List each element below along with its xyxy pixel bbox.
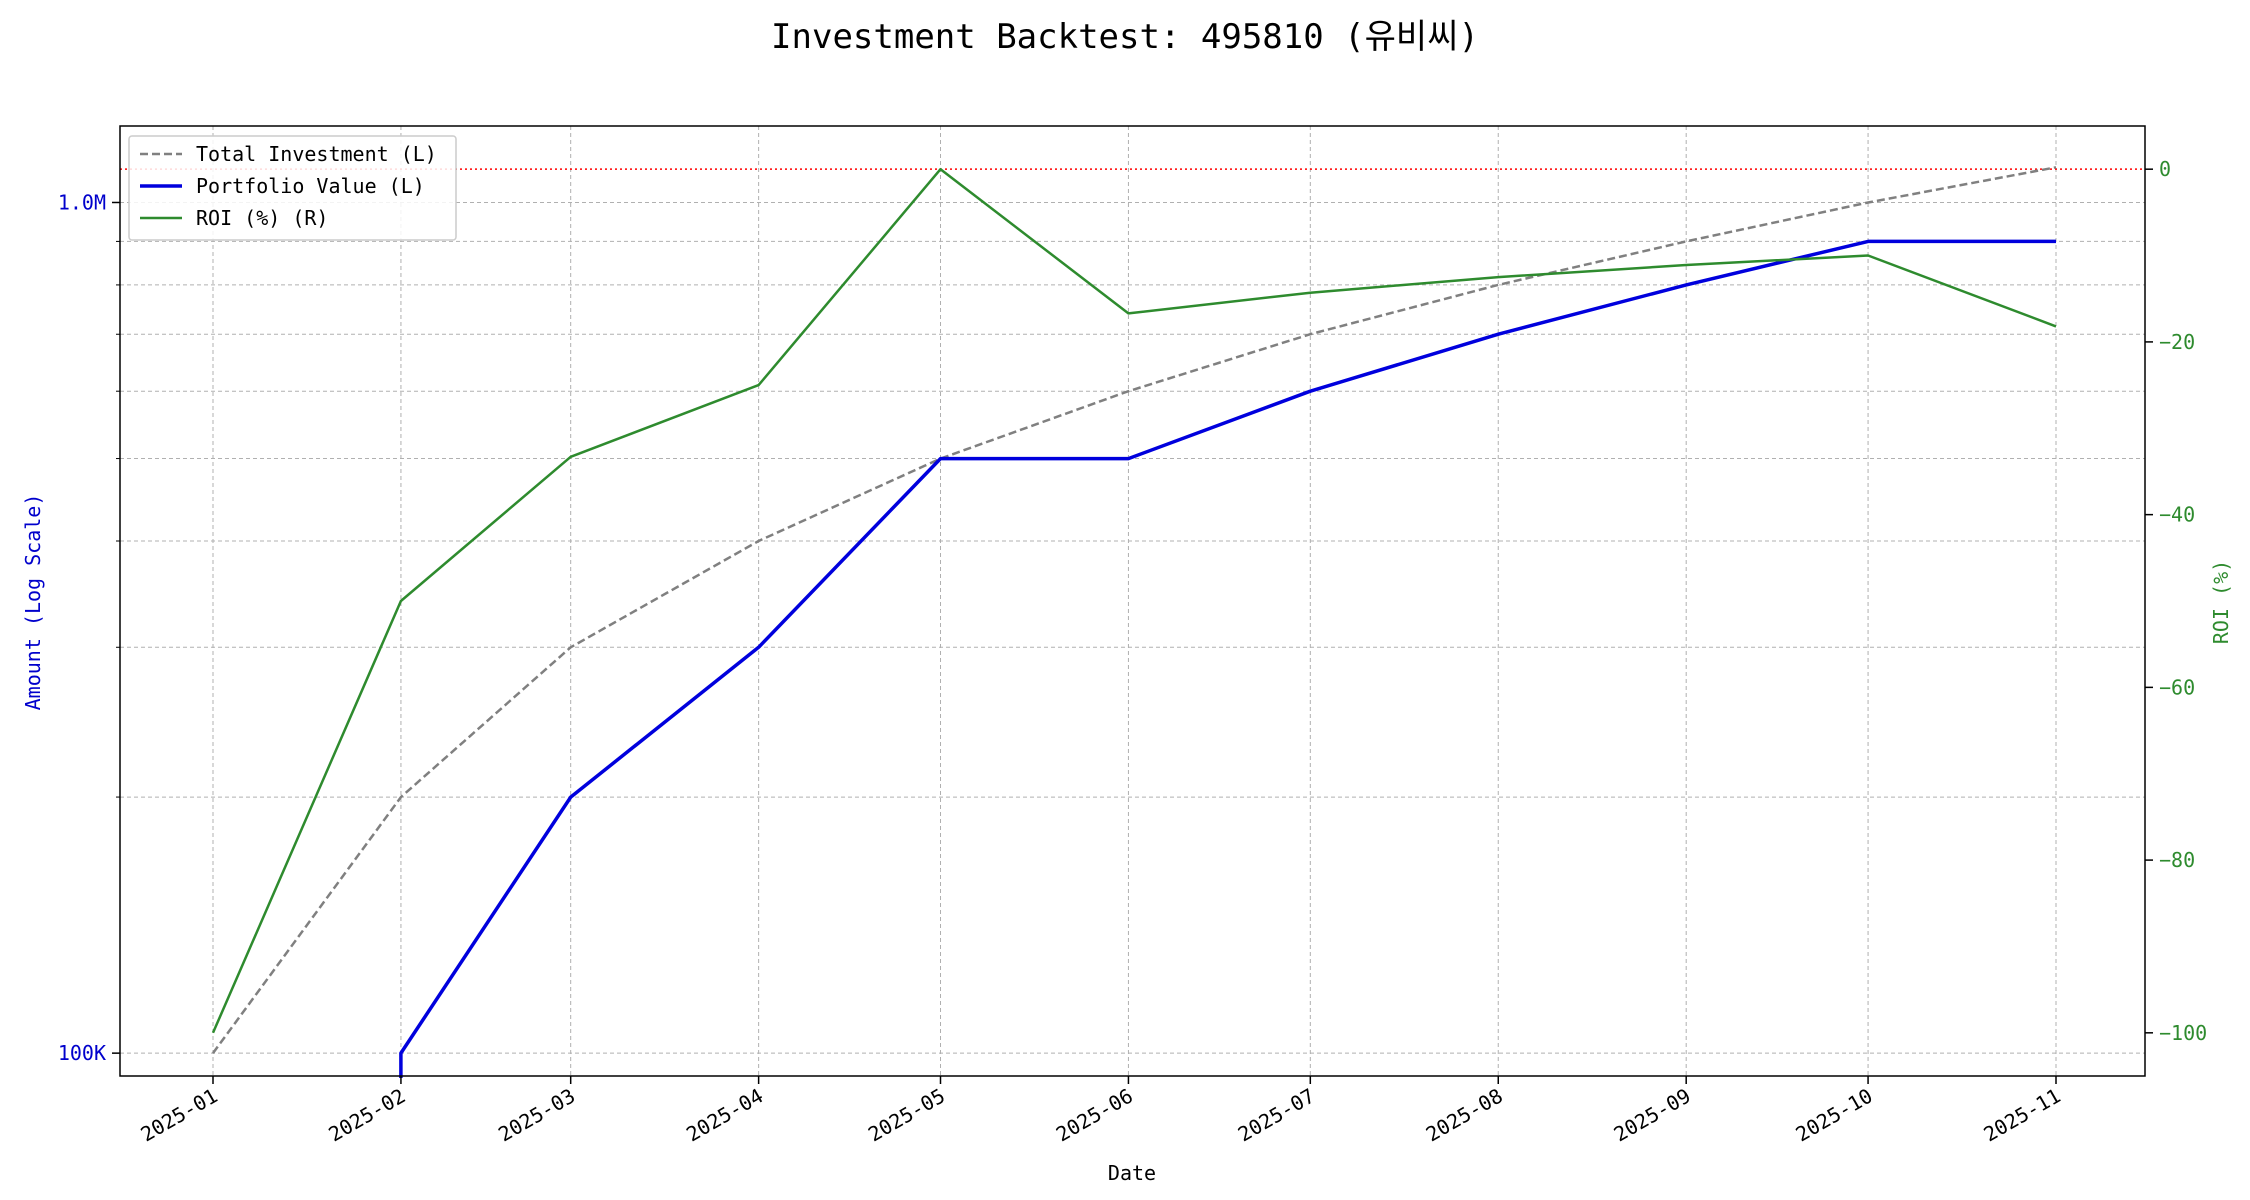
legend-label-total-investment: Total Investment (L) <box>196 142 437 166</box>
x-tick-label: 2025-06 <box>1052 1084 1137 1147</box>
x-tick-label: 2025-09 <box>1610 1084 1695 1147</box>
x-tick-label: 2025-05 <box>864 1084 949 1147</box>
legend-label-portfolio-value: Portfolio Value (L) <box>196 174 425 198</box>
right-tick-label: −80 <box>2159 848 2195 872</box>
right-tick-label: −40 <box>2159 503 2195 527</box>
legend-box <box>128 135 457 241</box>
right-tick-label: −20 <box>2159 330 2195 354</box>
x-tick-label: 2025-03 <box>494 1084 579 1147</box>
x-tick-label: 2025-10 <box>1792 1084 1877 1147</box>
x-tick-label: 2025-04 <box>682 1084 767 1147</box>
right-axis-label: ROI (%) <box>2209 560 2233 644</box>
roi-line <box>211 167 2057 1034</box>
legend: Total Investment (L) Portfolio Value (L)… <box>128 135 457 241</box>
legend-label-roi: ROI (%) (R) <box>196 206 328 230</box>
x-tick-label: 2025-02 <box>324 1084 409 1147</box>
x-tick-label: 2025-08 <box>1422 1084 1507 1147</box>
x-tick-label: 2025-11 <box>1979 1084 2064 1147</box>
portfolio-value-line <box>399 239 2056 1078</box>
right-tick-label: 0 <box>2159 157 2171 181</box>
grid-layer <box>120 126 2145 1076</box>
x-axis-label: Date <box>1108 1161 1156 1185</box>
left-tick-label: 100K <box>58 1041 106 1065</box>
left-axis-label: Amount (Log Scale) <box>21 494 45 711</box>
plot-frame <box>119 125 2146 1077</box>
x-tick-label: 2025-07 <box>1234 1084 1319 1147</box>
left-tick-label: 1.0M <box>58 190 106 214</box>
series-layer <box>120 166 2145 1078</box>
right-tick-label: −60 <box>2159 675 2195 699</box>
chart-title: Investment Backtest: 495810 (유비씨) <box>771 17 1479 57</box>
right-tick-label: −100 <box>2159 1021 2207 1045</box>
axis-layer: 2025-01 2025-02 2025-03 2025-04 2025-05 2025-… <box>58 157 2207 1146</box>
x-tick-label: 2025-01 <box>136 1084 221 1147</box>
total-investment-line <box>211 166 2057 1054</box>
